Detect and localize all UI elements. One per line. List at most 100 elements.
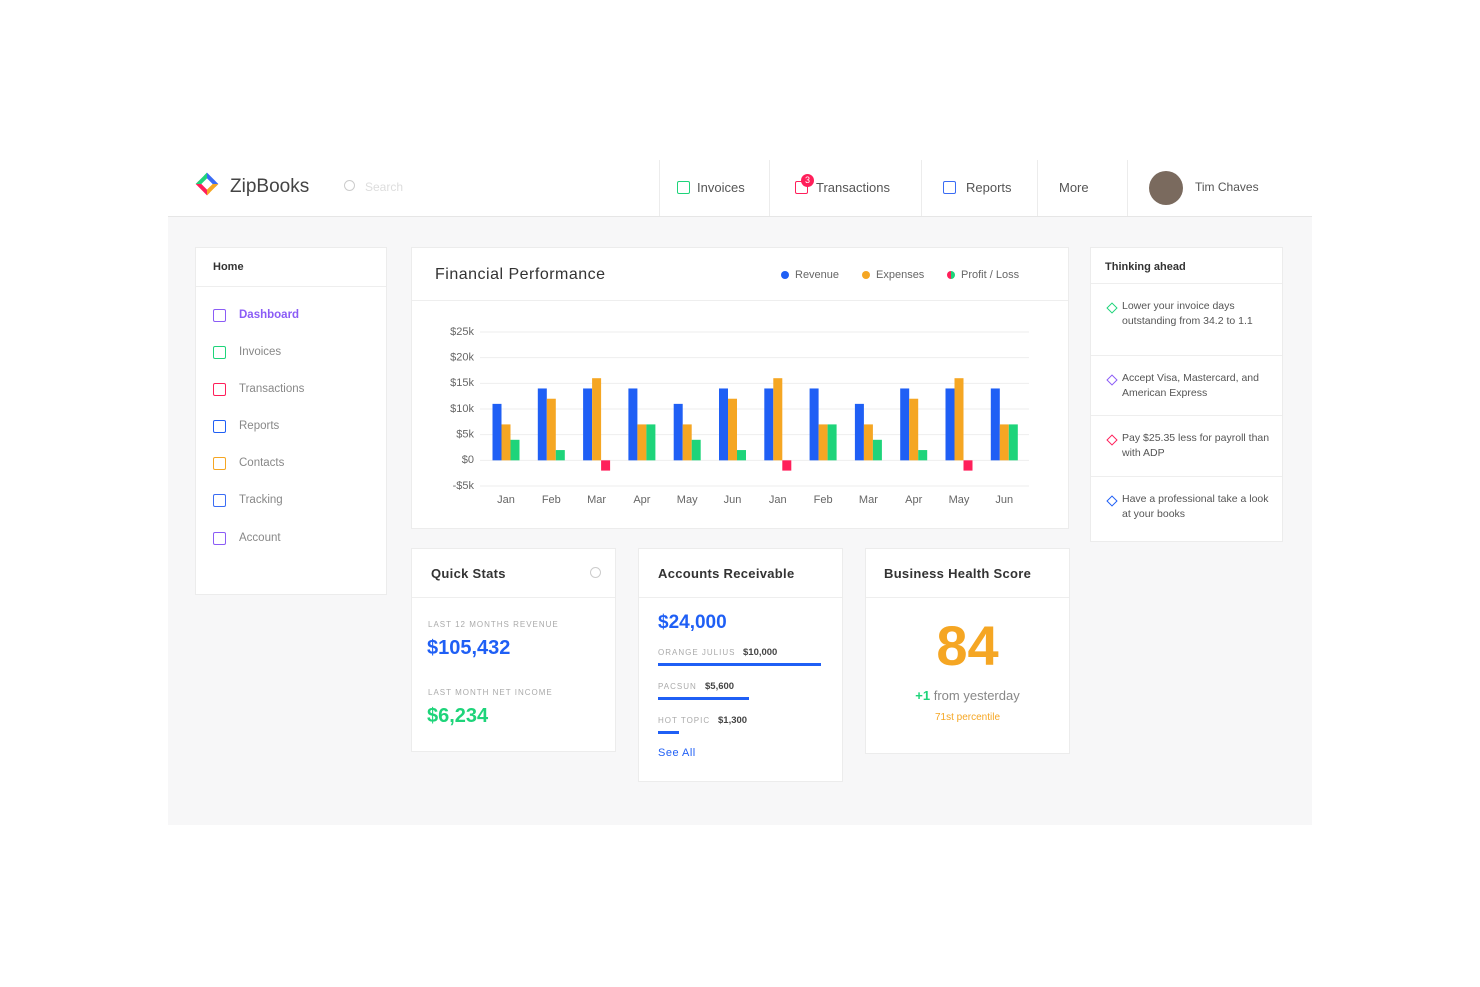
sidebar-item[interactable]: Reports [239,420,280,432]
separator [921,160,922,216]
see-all[interactable]: See All [658,747,696,759]
separator [1037,160,1038,216]
ar-name: ORANGE JULIUS [658,648,736,657]
nav-reports[interactable]: Reports [966,180,1012,195]
bar [492,403,502,461]
header: ZipBooks Search Invoices 3 Transactions … [168,160,1312,217]
x-tick-label: Jan [769,494,787,506]
legend-label: Expenses [876,269,925,281]
sidebar-item[interactable]: Account [239,532,281,544]
bar [601,460,611,471]
divider [1091,415,1282,416]
y-tick-label: $25k [450,326,474,338]
bar [900,388,910,461]
bar [827,424,837,461]
divider [866,597,1069,598]
ar-total: $24,000 [658,612,727,633]
bar [990,388,1000,461]
bar [583,388,593,461]
tip: Lower your invoice days outstanding from… [1122,300,1253,327]
health-title: Business Health Score [884,566,1032,581]
separator [659,160,660,216]
sidebar-item[interactable]: Dashboard [239,309,300,321]
ar-name: HOT TOPIC [658,716,711,725]
y-tick-label: $5k [456,429,474,441]
settings-icon[interactable] [590,567,601,578]
x-tick-label: Mar [859,494,878,506]
bar [773,378,783,461]
divider [1091,355,1282,356]
x-tick-label: May [949,494,970,506]
x-tick-label: Feb [542,494,561,506]
bar [592,378,602,461]
bar [945,388,955,461]
logo-icon [195,172,219,196]
bar [646,424,656,461]
thinking-title: Thinking ahead [1105,261,1186,273]
sidebar-item[interactable]: Tracking [239,494,283,506]
legend-dot [862,271,870,279]
sidebar-item[interactable]: Invoices [239,346,282,358]
x-tick-label: Apr [905,494,922,506]
change-text: from yesterday [933,688,1020,703]
x-tick-label: Mar [587,494,606,506]
bar [628,388,638,461]
user-name[interactable]: Tim Chaves [1195,180,1259,194]
nav-more[interactable]: More [1059,180,1089,195]
bar [954,378,964,461]
avatar[interactable] [1149,171,1183,205]
sidebar-icon [213,420,226,433]
sidebar-icon [213,383,226,396]
y-tick-label: $0 [462,454,474,466]
sidebar-icon [213,309,226,322]
reports-icon [943,181,956,194]
sidebar-icon [213,494,226,507]
thinking-ahead: Thinking ahead Lower your invoice days o… [1090,247,1283,542]
bar [501,424,511,461]
stat-value: $105,432 [427,637,511,659]
tip: Have a professional take a look at your … [1122,493,1269,520]
search-icon [344,180,355,191]
bar [637,424,647,461]
ar-amount: $5,600 [705,681,735,692]
x-tick-label: Feb [814,494,833,506]
bar [673,403,683,461]
logo: ZipBooks [230,176,310,197]
x-tick-label: Jun [724,494,742,506]
sidebar-item[interactable]: Transactions [239,383,305,395]
bar [863,424,873,461]
ar-amount: $1,300 [718,715,748,726]
ar-bar [658,731,680,734]
percentile: 71st percentile [934,712,1001,723]
y-tick-label: $15k [450,377,474,389]
search[interactable]: Search [365,180,404,194]
app: ZipBooks Search Invoices 3 Transactions … [168,160,1312,825]
legend-label: Revenue [795,269,840,281]
stat-label: LAST 12 MONTHS REVENUE [428,620,559,629]
bar [682,424,692,461]
divider [1091,476,1282,477]
divider [412,597,615,598]
bar [691,439,701,461]
bar [537,388,547,461]
ar-bar [658,663,821,666]
divider [196,286,386,287]
score-change: +1 from yesterday [866,688,1069,703]
separator [769,160,770,216]
tip: Pay $25.35 less for payroll than with AD… [1122,432,1270,459]
score: 84 [936,614,999,677]
x-tick-label: Jan [497,494,515,506]
x-tick-label: May [677,494,698,506]
nav-invoices[interactable]: Invoices [697,180,745,195]
ar-name: PACSUN [658,682,697,691]
sidebar-title: Home [213,261,244,273]
divider [412,300,1068,301]
ar-amount: $10,000 [743,647,778,658]
sidebar-icon [213,457,226,470]
nav-transactions[interactable]: Transactions [816,180,890,195]
sidebar-item[interactable]: Contacts [239,457,285,469]
bar [999,424,1009,461]
bar [782,460,792,471]
change: +1 [915,688,931,703]
